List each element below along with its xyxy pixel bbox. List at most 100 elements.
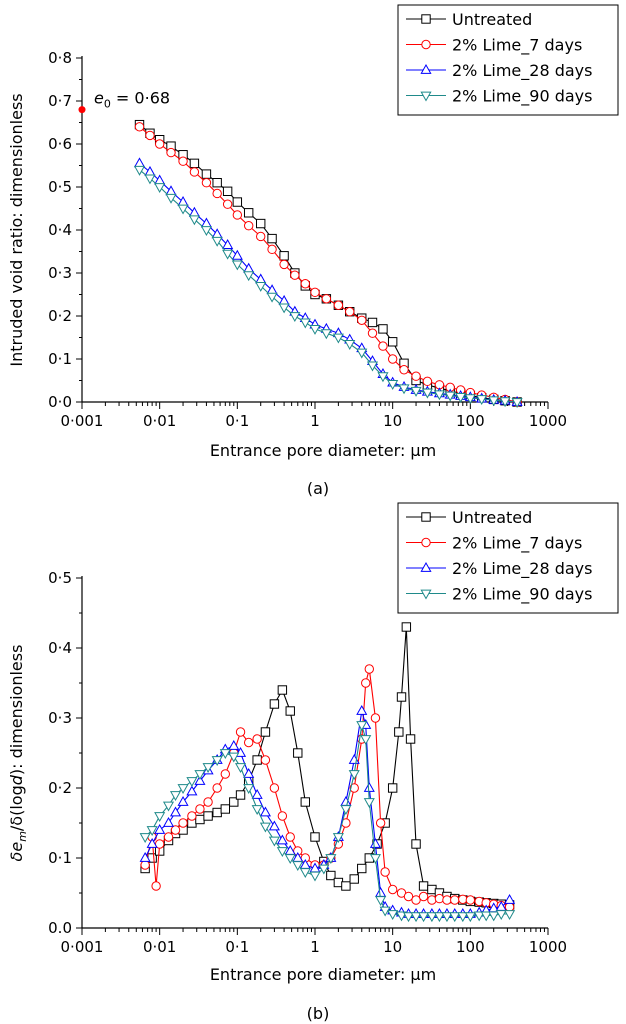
series-line bbox=[139, 162, 518, 403]
data-point bbox=[410, 386, 422, 397]
panel-label: (a) bbox=[307, 479, 329, 498]
legend-marker bbox=[421, 537, 431, 548]
legend-label: Untreated bbox=[452, 10, 532, 29]
y-tick-label: 0·4 bbox=[48, 639, 72, 657]
x-tick-label: 0·001 bbox=[61, 938, 104, 956]
data-point bbox=[504, 893, 516, 904]
data-point bbox=[379, 906, 391, 917]
data-point bbox=[222, 239, 234, 249]
data-point bbox=[229, 797, 239, 807]
data-point bbox=[356, 721, 368, 732]
data-point bbox=[377, 372, 389, 383]
x-tick-label: 1 bbox=[310, 938, 320, 956]
data-point bbox=[434, 893, 445, 904]
x-axis-title: Entrance pore diameter: μm bbox=[210, 965, 436, 984]
data-point bbox=[444, 391, 456, 402]
data-point bbox=[356, 704, 368, 715]
y-tick-label: 0.0 bbox=[48, 919, 72, 937]
data-point bbox=[139, 851, 151, 862]
legend-marker bbox=[420, 561, 432, 572]
chart-panel-b: 0·001 0·01 0·1 1 10 100 1000 0.0 0·1 0·2 0·3 0·4 0·5… bbox=[7, 502, 619, 1023]
data-point bbox=[278, 303, 290, 314]
data-point bbox=[340, 805, 352, 816]
x-tick-label: 10 bbox=[383, 938, 402, 956]
e0-point bbox=[78, 106, 86, 114]
data-point bbox=[367, 317, 378, 328]
legend-label: Untreated bbox=[452, 508, 532, 527]
data-point bbox=[165, 193, 177, 204]
data-point bbox=[396, 692, 407, 702]
data-point bbox=[369, 854, 381, 865]
data-point bbox=[442, 895, 452, 905]
data-point bbox=[387, 354, 398, 364]
data-point bbox=[203, 797, 213, 807]
legend-box bbox=[397, 4, 619, 116]
data-point bbox=[194, 774, 206, 785]
legend-label: 2% Lime_90 days bbox=[452, 87, 592, 107]
y-tick-label: 0·6 bbox=[48, 135, 72, 153]
data-point bbox=[269, 699, 280, 709]
data-point bbox=[133, 157, 146, 168]
data-point bbox=[144, 165, 156, 176]
data-point bbox=[255, 273, 267, 284]
data-point bbox=[178, 156, 188, 166]
data-point bbox=[140, 860, 150, 870]
data-point bbox=[401, 622, 412, 632]
series-2-lime-28-days bbox=[133, 157, 523, 406]
x-tick-label: 10 bbox=[383, 412, 402, 430]
data-point bbox=[488, 911, 500, 922]
data-point bbox=[222, 199, 233, 209]
data-point bbox=[154, 174, 166, 185]
data-point bbox=[266, 292, 278, 303]
y-tick-label: 0·2 bbox=[48, 307, 72, 325]
data-point bbox=[375, 886, 387, 897]
data-point bbox=[403, 891, 414, 902]
legend-label: 2% Lime_28 days bbox=[452, 61, 592, 81]
data-point bbox=[189, 158, 200, 169]
data-point bbox=[212, 783, 222, 793]
data-point bbox=[411, 839, 421, 849]
data-point bbox=[367, 328, 378, 338]
legend-marker bbox=[421, 512, 431, 522]
data-point bbox=[455, 392, 467, 403]
data-point bbox=[151, 881, 161, 891]
data-point bbox=[276, 847, 288, 858]
data-point bbox=[256, 218, 266, 229]
data-point bbox=[154, 823, 166, 834]
data-point bbox=[421, 388, 433, 399]
legend-marker bbox=[420, 589, 432, 600]
panel-label: (b) bbox=[307, 1004, 330, 1023]
data-point bbox=[504, 902, 515, 912]
x-tick-label: 0·001 bbox=[61, 412, 104, 430]
data-point bbox=[284, 854, 296, 865]
data-point bbox=[457, 912, 469, 923]
data-point bbox=[154, 812, 166, 823]
data-point bbox=[259, 806, 271, 817]
data-point bbox=[201, 169, 212, 179]
data-point bbox=[251, 788, 263, 799]
y-tick-label: 0·7 bbox=[48, 92, 72, 110]
data-point bbox=[465, 895, 476, 905]
data-point bbox=[259, 822, 271, 833]
data-point bbox=[222, 186, 233, 197]
x-tick-label: 0·01 bbox=[143, 412, 176, 430]
data-point bbox=[252, 755, 262, 765]
data-point bbox=[299, 868, 311, 879]
data-point bbox=[243, 767, 255, 778]
data-point bbox=[228, 739, 240, 750]
x-tick-label: 0·1 bbox=[225, 938, 249, 956]
x-tick-label: 0·1 bbox=[225, 412, 249, 430]
legend-marker bbox=[421, 14, 431, 24]
data-point bbox=[357, 315, 367, 325]
data-point bbox=[349, 874, 359, 884]
data-point bbox=[278, 294, 290, 305]
y-tick-label: 0·1 bbox=[48, 849, 72, 867]
legend: Untreated 2% Lime_7 days 2% Lime_28 days 2%… bbox=[397, 502, 619, 614]
data-point bbox=[375, 818, 386, 828]
data-point bbox=[231, 249, 243, 260]
data-point bbox=[154, 183, 166, 194]
data-point bbox=[387, 783, 398, 793]
data-point bbox=[154, 139, 165, 149]
data-point bbox=[269, 783, 280, 793]
